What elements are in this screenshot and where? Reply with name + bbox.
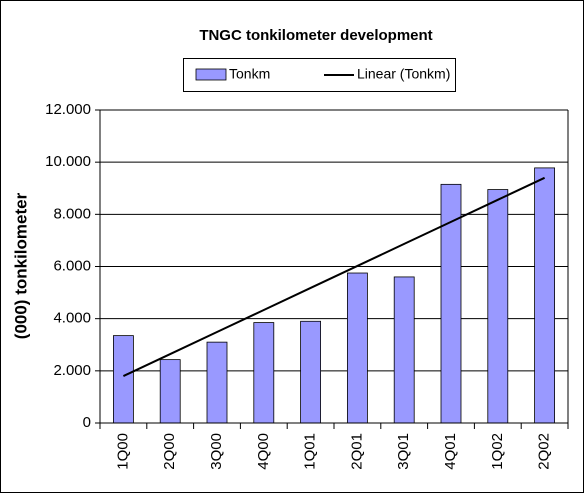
bar bbox=[534, 167, 555, 424]
y-tick-label: 10.000 bbox=[45, 153, 91, 170]
y-tick-label: 12.000 bbox=[45, 101, 91, 118]
bar bbox=[113, 335, 134, 424]
bar bbox=[253, 322, 275, 424]
legend-box bbox=[183, 58, 456, 92]
x-tick-label: 3Q00 bbox=[208, 433, 225, 470]
x-tick-label: 1Q00 bbox=[114, 433, 131, 470]
x-tick-label: 2Q02 bbox=[536, 433, 553, 470]
y-tick-label: 6.000 bbox=[53, 257, 91, 274]
legend-label: Linear (Tonkm) bbox=[357, 66, 450, 82]
x-tick-label: 2Q01 bbox=[348, 433, 365, 470]
x-tick-label: 3Q01 bbox=[395, 433, 412, 470]
bar bbox=[300, 320, 322, 424]
x-tick-label: 4Q01 bbox=[442, 433, 459, 470]
y-tick-label: 8.000 bbox=[53, 205, 91, 222]
bar bbox=[159, 359, 181, 424]
y-tick-label: 4.000 bbox=[53, 310, 91, 327]
x-tick-label: 2Q00 bbox=[161, 433, 178, 470]
y-tick-label: 2.000 bbox=[53, 362, 91, 379]
legend-swatch bbox=[195, 68, 227, 81]
x-tick-label: 1Q02 bbox=[489, 433, 506, 470]
trend-line bbox=[122, 176, 546, 377]
y-tick-label: 0 bbox=[83, 414, 91, 431]
chart-title: TNGC tonkilometer development bbox=[199, 27, 432, 44]
bar bbox=[346, 272, 368, 424]
y-axis-label: (000) tonkilometer bbox=[11, 192, 30, 339]
x-tick-label: 4Q00 bbox=[255, 433, 272, 470]
x-tick-label: 1Q01 bbox=[302, 433, 319, 470]
bar bbox=[206, 341, 228, 424]
bar bbox=[440, 183, 462, 424]
bar bbox=[487, 189, 509, 424]
bar bbox=[393, 276, 415, 424]
legend-label: Tonkm bbox=[229, 66, 270, 82]
